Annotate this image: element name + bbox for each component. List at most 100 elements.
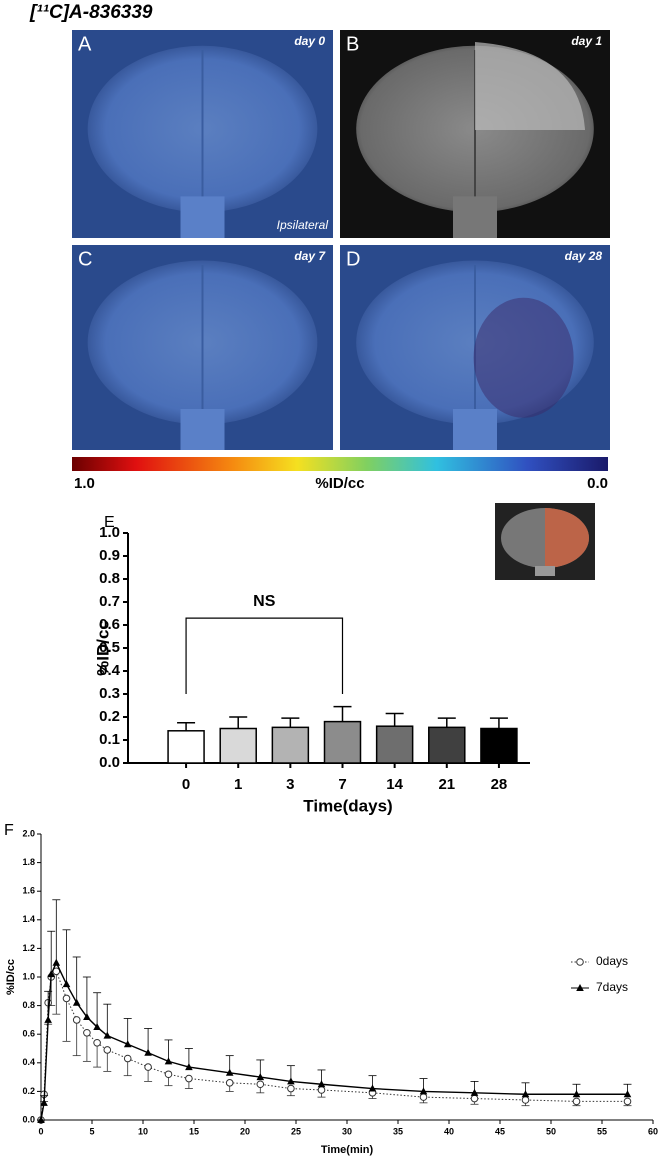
y-tick-label: 0.7 [99,593,120,610]
x-tick-label: 21 [438,776,455,793]
marker [103,1046,112,1054]
marker [123,1054,132,1063]
legend-label: 0days [596,954,628,968]
marker [62,994,71,1003]
y-tick-label: 0.1 [99,731,120,748]
panel-day: day 28 [565,249,603,263]
x-tick-label: 10 [138,1126,148,1136]
marker [623,1090,632,1098]
marker [164,1057,173,1065]
marker [144,1063,152,1071]
bar [480,727,518,764]
x-tick-label: 0 [38,1126,43,1136]
y-tick-label: 0.0 [99,754,120,771]
marker [317,1080,326,1088]
marker [185,1074,193,1083]
marker [44,1015,52,1023]
marker [52,958,61,966]
panel-label: C [78,248,92,270]
y-tick-label: 0.8 [22,1000,35,1010]
marker [225,1079,234,1087]
x-tick-label: 45 [495,1126,505,1136]
panel-label: F [4,822,14,839]
x-tick-label: 7 [338,776,346,793]
x-tick-label: 5 [89,1126,94,1136]
y-tick-label: 2.0 [22,828,35,838]
brain-stem [453,409,497,450]
lesion [475,42,585,130]
marker [123,1040,132,1048]
panel-label: B [346,33,359,55]
y-tick-label: 0.3 [99,685,120,702]
annotation: NS [253,593,276,610]
bar [375,725,414,764]
x-tick-label: 0 [182,776,190,793]
colorbar-label: %ID/cc [315,475,364,492]
brain-stem [180,409,225,450]
marker [37,1116,45,1123]
x-tick-label: 3 [286,776,294,793]
marker [470,1094,479,1103]
marker [572,1090,581,1098]
y-tick-label: 0.6 [22,1029,35,1039]
x-tick-label: 20 [240,1126,250,1136]
y-tick-label: 0.2 [99,708,120,725]
marker [144,1048,152,1056]
marker [93,1023,101,1031]
x-axis-label: Time(days) [303,796,392,815]
marker [368,1084,377,1092]
marker [317,1086,326,1094]
x-tick-label: 60 [648,1126,658,1136]
series-line [40,961,628,1121]
marker [572,1097,581,1106]
marker [419,1087,428,1095]
y-axis-label: %ID/cc [5,959,17,995]
legend-marker [576,984,584,991]
bar [219,727,257,764]
panel-label: A [78,33,92,55]
colorbar-max: 1.0 [74,475,95,492]
y-tick-label: 0.9 [99,547,120,564]
marker [62,980,71,988]
brain-stem [453,196,497,238]
x-tick-label: 28 [491,776,508,793]
figure-title: [¹¹C]A-836339 [29,2,153,23]
marker [93,1038,101,1047]
legend-marker [576,958,584,966]
x-tick-label: 55 [597,1126,607,1136]
y-tick-label: 0.4 [22,1057,35,1067]
panel-day: day 1 [571,34,602,48]
marker [287,1084,295,1093]
y-tick-label: 0.0 [22,1114,35,1124]
x-tick-label: 14 [386,776,403,793]
y-tick-label: 1.4 [22,914,35,924]
marker [256,1073,265,1081]
marker [40,1098,48,1106]
uptake [473,297,574,418]
panel-day: day 0 [294,34,325,48]
marker [521,1096,530,1104]
brain-stem [180,196,225,238]
marker [72,998,81,1006]
marker [185,1063,193,1071]
significance-bracket [185,617,344,694]
y-tick-label: 0.4 [99,662,121,679]
marker [225,1068,234,1076]
legend-label: 7days [596,980,628,994]
marker [164,1070,173,1079]
y-tick-label: 0.2 [22,1086,35,1096]
marker [72,1016,81,1024]
panel-label: D [346,248,360,270]
marker [470,1088,479,1096]
y-tick-label: 1.6 [22,886,35,896]
bar [271,726,310,764]
marker [83,1013,91,1021]
y-tick-label: 0.5 [99,639,120,656]
bar [167,730,205,764]
